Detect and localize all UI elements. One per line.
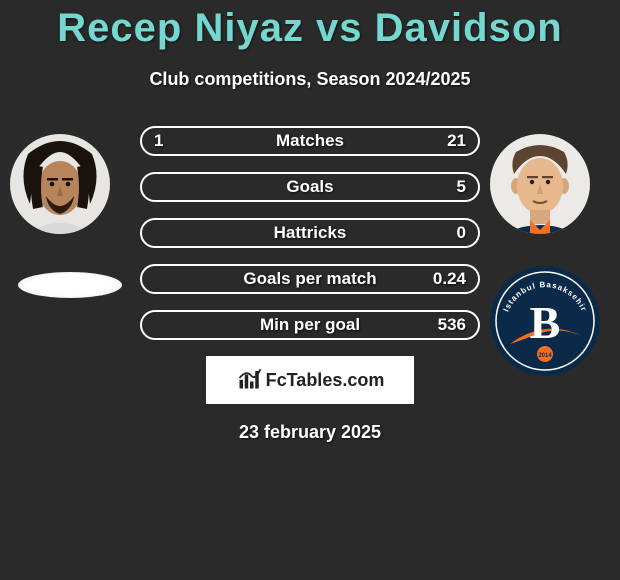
club-left-badge	[18, 272, 122, 298]
player-left-avatar	[10, 134, 110, 234]
svg-text:2014: 2014	[538, 353, 552, 359]
comparison-panel: Istanbul Basaksehir B 2014 1 Matches 21 …	[0, 126, 620, 443]
svg-text:B: B	[530, 297, 561, 348]
stat-label: Min per goal	[260, 315, 360, 335]
stat-bar-matches: 1 Matches 21	[140, 126, 480, 156]
date-label: 23 february 2025	[0, 422, 620, 443]
branding-text: FcTables.com	[266, 370, 385, 391]
stat-bars: 1 Matches 21 Goals 5 Hattricks 0 Goals p…	[140, 126, 480, 340]
chart-icon	[236, 364, 264, 397]
stat-bar-hattricks: Hattricks 0	[140, 218, 480, 248]
stat-right-value: 5	[457, 177, 466, 197]
stat-right-value: 536	[438, 315, 466, 335]
page-title: Recep Niyaz vs Davidson	[0, 0, 620, 51]
club-right-badge: Istanbul Basaksehir B 2014	[490, 266, 600, 376]
stat-left-value: 1	[154, 131, 163, 151]
stat-right-value: 21	[447, 131, 466, 151]
stat-right-value: 0	[457, 223, 466, 243]
page-subtitle: Club competitions, Season 2024/2025	[0, 69, 620, 90]
stat-bar-goals-per-match: Goals per match 0.24	[140, 264, 480, 294]
stat-bar-goals: Goals 5	[140, 172, 480, 202]
branding-badge: FcTables.com	[206, 356, 414, 404]
stat-label: Goals per match	[243, 269, 376, 289]
stat-label: Hattricks	[274, 223, 347, 243]
player-right-avatar	[490, 134, 590, 234]
stat-label: Matches	[276, 131, 344, 151]
stat-label: Goals	[286, 177, 333, 197]
stat-bar-min-per-goal: Min per goal 536	[140, 310, 480, 340]
stat-right-value: 0.24	[433, 269, 466, 289]
